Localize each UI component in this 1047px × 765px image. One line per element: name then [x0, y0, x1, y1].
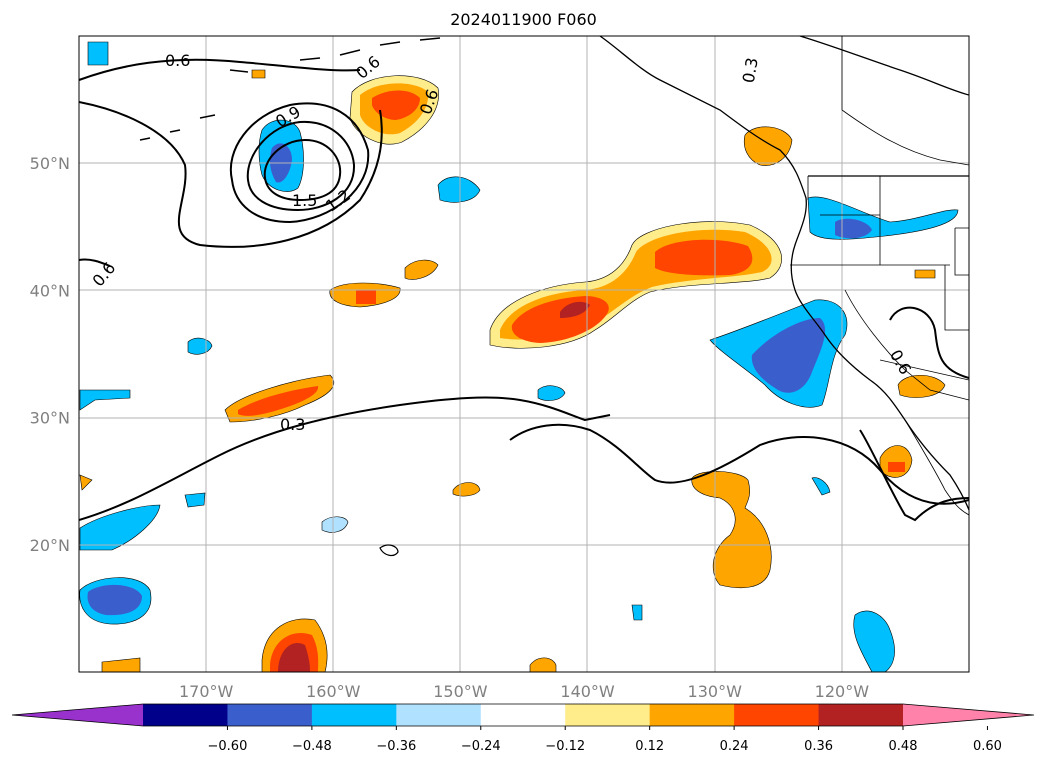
contour-label: 0.6 — [88, 258, 119, 290]
contour-label: 0.6 — [886, 346, 915, 378]
colorbar-segment — [396, 704, 482, 726]
map-content: 0.6 0.3 0.9 1.5 1.2 0.6 0.6 0.6 0.3 0.6 — [79, 36, 969, 672]
colorbar-segment — [480, 704, 566, 726]
colorbar-segment — [311, 704, 397, 726]
colorbar-extend-low — [12, 704, 143, 726]
map-frame — [78, 35, 970, 673]
colorbar-tick-label: −0.60 — [208, 739, 248, 754]
contour-label: 1.2 — [322, 185, 354, 215]
contour-label: 0.6 — [165, 51, 190, 70]
colorbar-tick-label: −0.12 — [545, 739, 585, 754]
coastlines — [139, 36, 969, 557]
warm-patch-south — [691, 471, 772, 589]
colorbar-segment — [734, 704, 820, 726]
colorbar-tick-label: 0.60 — [973, 739, 1002, 754]
colorbar-tick-label: 0.36 — [804, 739, 833, 754]
longitude-labels: 170°W 160°W 150°W 140°W 130°W 120°W — [179, 682, 869, 701]
contour-lines — [79, 58, 969, 522]
cold-patch-pacific-nw — [807, 196, 959, 240]
longitude-tick-label: 140°W — [560, 682, 615, 701]
latitude-labels: 50°N 40°N 30°N 20°N — [30, 154, 70, 555]
colorbar-outline — [11, 703, 1035, 727]
colorbar-tick-label: 0.12 — [635, 739, 664, 754]
colorbar: −0.60 −0.48 −0.36 −0.24 −0.12 0.12 0.24 0.36 0.4… — [11, 703, 1035, 754]
longitude-tick-label: 160°W — [306, 682, 361, 701]
latitude-tick-label: 40°N — [30, 281, 70, 300]
longitude-tick-label: 150°W — [433, 682, 488, 701]
colorbar-segment — [227, 704, 313, 726]
gridlines — [79, 36, 969, 672]
longitude-tick-label: 170°W — [179, 682, 234, 701]
contour-label: 1.5 — [292, 191, 317, 210]
contour-label: 0.3 — [280, 415, 305, 434]
colorbar-extend-high — [903, 704, 1034, 726]
map-title: 2024011900 F060 — [450, 10, 597, 29]
contour-label: 0.3 — [739, 56, 762, 84]
longitude-tick-label: 120°W — [815, 682, 870, 701]
colorbar-segment — [649, 704, 735, 726]
colorbar-segment — [143, 704, 228, 726]
latitude-tick-label: 50°N — [30, 154, 70, 173]
shaded-fields — [79, 41, 959, 672]
colorbar-tick-label: −0.36 — [376, 739, 416, 754]
longitude-tick-label: 130°W — [688, 682, 743, 701]
colorbar-segment — [565, 704, 651, 726]
colorbar-tick-label: 0.24 — [720, 739, 749, 754]
colorbar-tick-label: −0.48 — [292, 739, 332, 754]
colorbar-tick-label: 0.48 — [889, 739, 918, 754]
cold-patch-small-1 — [437, 176, 481, 203]
latitude-tick-label: 30°N — [30, 409, 70, 428]
colorbar-tick-label: −0.24 — [461, 739, 501, 754]
latitude-tick-label: 20°N — [30, 536, 70, 555]
colorbar-segment — [818, 704, 904, 726]
cold-patch-nw — [87, 41, 109, 66]
